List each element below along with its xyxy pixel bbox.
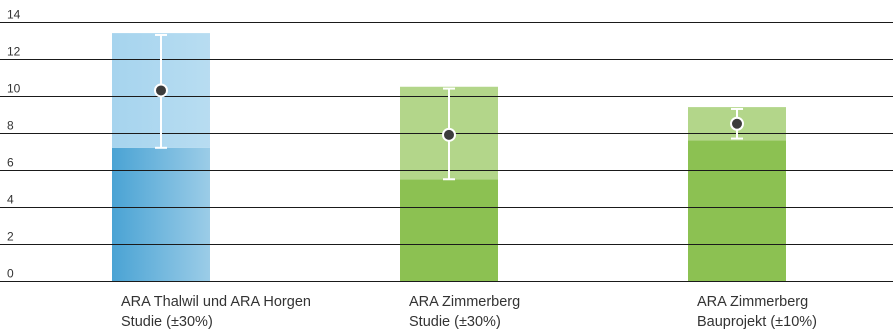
value-point-2 <box>442 127 456 142</box>
bar-base-1 <box>112 147 210 281</box>
category-label-2-line2: Studie (±30%) <box>409 314 501 330</box>
category-label-1-line1: ARA Thalwil und ARA Horgen <box>121 294 311 310</box>
value-point-1 <box>154 83 168 98</box>
y-axis-tick-labels: 0 2 4 6 8 10 12 14 <box>7 8 21 281</box>
value-point-3 <box>730 116 744 131</box>
x-axis-category-labels: ARA Thalwil und ARA Horgen Studie (±30%) A… <box>121 294 817 330</box>
y-tick-label-14: 14 <box>7 8 21 22</box>
y-tick-label-10: 10 <box>7 82 21 96</box>
category-label-2-line1: ARA Zimmerberg <box>409 294 520 310</box>
y-tick-label-4: 4 <box>7 193 14 207</box>
category-label-1-line2: Studie (±30%) <box>121 314 213 330</box>
y-tick-label-8: 8 <box>7 119 14 133</box>
errorbars-layer <box>154 33 744 181</box>
y-tick-label-6: 6 <box>7 156 14 170</box>
y-tick-label-12: 12 <box>7 45 21 59</box>
y-tick-label-0: 0 <box>7 267 14 281</box>
gridlines-layer <box>0 22 893 282</box>
category-label-3-line2: Bauprojekt (±10%) <box>697 314 817 330</box>
category-label-3-line1: ARA Zimmerberg <box>697 294 808 310</box>
bar-base-2 <box>400 179 498 281</box>
y-tick-label-2: 2 <box>7 230 14 244</box>
bar-base-3 <box>688 140 786 281</box>
